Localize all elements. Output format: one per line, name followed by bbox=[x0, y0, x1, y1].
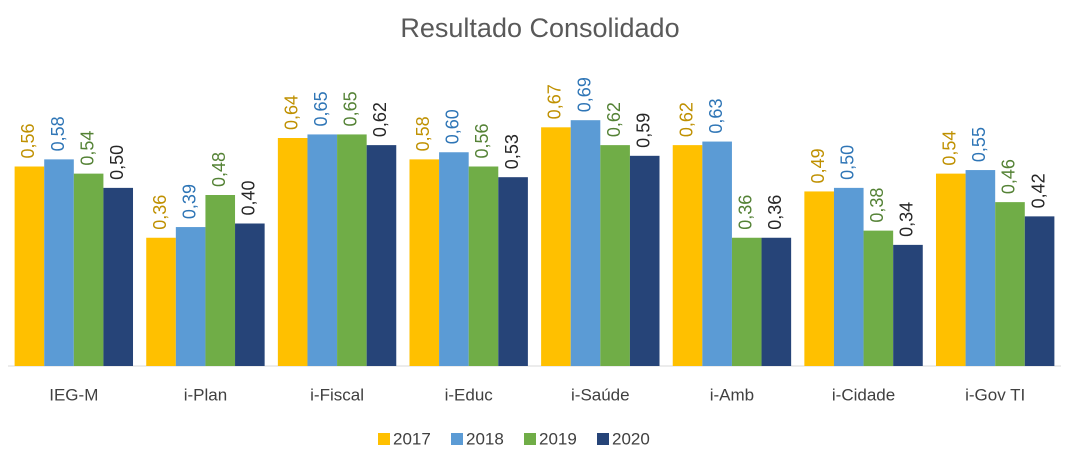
bar bbox=[833, 187, 864, 366]
data-label: 0,65 bbox=[341, 91, 361, 126]
bar bbox=[570, 120, 601, 366]
x-tick-label: i-Plan bbox=[184, 385, 227, 404]
legend-label: 2020 bbox=[612, 429, 650, 448]
bar bbox=[205, 195, 236, 366]
data-label: 0,38 bbox=[867, 188, 887, 223]
data-label: 0,53 bbox=[502, 134, 522, 169]
bar bbox=[277, 138, 308, 366]
bar bbox=[804, 191, 834, 366]
bar bbox=[146, 237, 176, 366]
chart-title: Resultado Consolidado bbox=[400, 13, 679, 43]
data-label: 0,58 bbox=[48, 116, 68, 151]
bar bbox=[175, 227, 206, 366]
bar bbox=[409, 159, 440, 366]
data-label: 0,50 bbox=[107, 145, 127, 180]
data-label: 0,36 bbox=[150, 195, 170, 230]
bar bbox=[337, 134, 367, 366]
data-label: 0,69 bbox=[574, 77, 594, 112]
bar bbox=[1024, 216, 1055, 366]
bar bbox=[498, 177, 528, 366]
bar bbox=[44, 159, 74, 366]
legend-label: 2018 bbox=[466, 429, 504, 448]
bar bbox=[468, 166, 499, 366]
bar bbox=[995, 202, 1025, 366]
data-label: 0,62 bbox=[604, 102, 624, 137]
bar bbox=[366, 145, 397, 366]
data-label: 0,36 bbox=[765, 195, 785, 230]
data-label: 0,46 bbox=[999, 159, 1019, 194]
data-label: 0,55 bbox=[969, 127, 989, 162]
x-tick-label: i-Gov TI bbox=[965, 385, 1025, 404]
bar bbox=[731, 237, 762, 366]
data-label: 0,50 bbox=[838, 145, 858, 180]
data-label: 0,54 bbox=[940, 131, 960, 166]
data-label: 0,64 bbox=[281, 95, 301, 130]
data-label: 0,34 bbox=[897, 202, 917, 237]
data-label: 0,48 bbox=[209, 152, 229, 187]
data-label: 0,40 bbox=[239, 180, 259, 215]
data-label: 0,49 bbox=[808, 148, 828, 183]
bar bbox=[629, 155, 660, 366]
bar bbox=[439, 152, 469, 366]
bar bbox=[702, 141, 732, 366]
data-label: 0,42 bbox=[1028, 173, 1048, 208]
x-tick-label: IEG-M bbox=[49, 385, 98, 404]
legend-swatch bbox=[451, 433, 463, 445]
legend-swatch bbox=[597, 433, 609, 445]
x-tick-label: i-Educ bbox=[445, 385, 494, 404]
data-label: 0,58 bbox=[413, 116, 433, 151]
data-label: 0,62 bbox=[370, 102, 390, 137]
bar bbox=[14, 166, 45, 366]
data-label: 0,67 bbox=[545, 84, 565, 119]
data-label: 0,63 bbox=[706, 99, 726, 134]
bar bbox=[893, 244, 923, 366]
bar bbox=[235, 223, 265, 366]
bar bbox=[965, 170, 996, 366]
data-label: 0,56 bbox=[472, 123, 492, 158]
bar bbox=[73, 173, 104, 366]
bar bbox=[541, 127, 571, 366]
data-label: 0,39 bbox=[179, 184, 199, 219]
x-tick-label: i-Saúde bbox=[571, 385, 630, 404]
data-label: 0,62 bbox=[676, 102, 696, 137]
data-label: 0,56 bbox=[18, 123, 38, 158]
x-tick-label: i-Fiscal bbox=[310, 385, 364, 404]
bar bbox=[103, 187, 134, 366]
bar bbox=[307, 134, 338, 366]
data-label: 0,54 bbox=[77, 131, 97, 166]
legend-swatch bbox=[378, 433, 390, 445]
x-tick-label: i-Cidade bbox=[832, 385, 895, 404]
data-label: 0,59 bbox=[633, 113, 653, 148]
data-label: 0,60 bbox=[443, 109, 463, 144]
legend-label: 2019 bbox=[539, 429, 577, 448]
bar bbox=[600, 145, 630, 366]
legend-label: 2017 bbox=[393, 429, 431, 448]
data-label: 0,36 bbox=[735, 195, 755, 230]
bar bbox=[672, 145, 703, 366]
data-label: 0,65 bbox=[311, 91, 331, 126]
bar bbox=[863, 230, 894, 366]
bar bbox=[935, 173, 966, 366]
legend-swatch bbox=[524, 433, 536, 445]
bar bbox=[761, 237, 792, 366]
x-tick-label: i-Amb bbox=[710, 385, 754, 404]
